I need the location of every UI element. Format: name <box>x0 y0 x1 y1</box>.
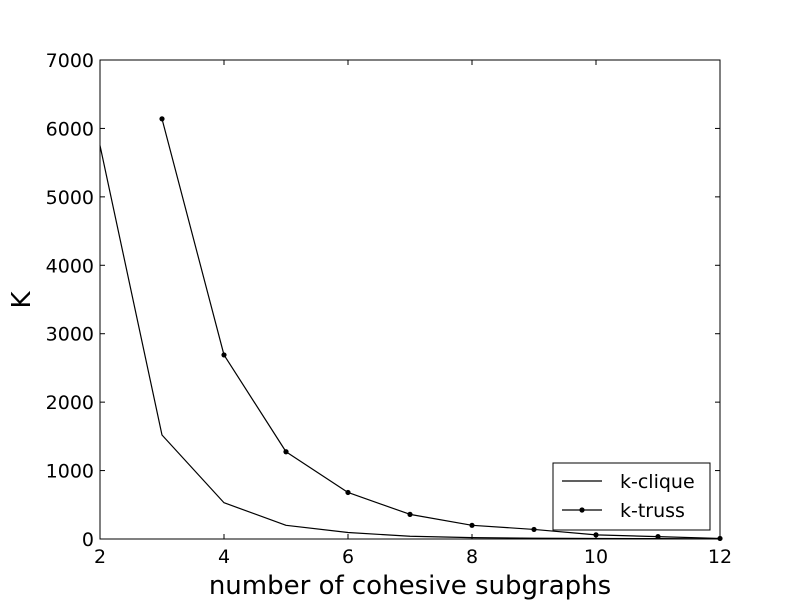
y-tick-label: 6000 <box>46 118 94 140</box>
y-tick-label: 0 <box>82 529 94 551</box>
series-line-k-truss <box>161 118 721 540</box>
data-point-k-truss <box>469 522 475 528</box>
data-point-k-truss <box>283 449 289 455</box>
y-tick-label: 1000 <box>46 461 94 483</box>
ticks-layer <box>99 59 721 540</box>
x-tick-label: 2 <box>94 546 106 568</box>
data-point-k-truss <box>407 511 413 517</box>
y-tick-label: 5000 <box>46 187 94 209</box>
data-point-k-truss <box>531 526 537 533</box>
legend-marker-k-truss <box>579 507 585 513</box>
data-point-k-truss <box>159 116 165 122</box>
x-tick-label: 12 <box>708 546 732 568</box>
x-tick-label: 10 <box>584 546 608 568</box>
legend: k-clique k-truss <box>552 462 711 531</box>
x-tick-label: 8 <box>466 546 478 568</box>
legend-label-k-truss: k-truss <box>620 500 685 522</box>
y-tick-label: 7000 <box>46 50 94 72</box>
legend-box <box>552 462 711 531</box>
y-tick-label: 2000 <box>46 392 94 414</box>
tick-labels-layer: 2 4 6 8 10 12 0 1000 2000 3000 4000 5000 6000 7000 <box>46 50 732 568</box>
x-axis-label: number of cohesive subgraphs <box>209 571 611 600</box>
data-point-k-truss <box>345 489 351 496</box>
data-point-k-truss <box>655 534 661 540</box>
legend-label-k-clique: k-clique <box>620 471 695 493</box>
plot-frame <box>99 59 721 540</box>
y-tick-label: 4000 <box>46 255 94 277</box>
data-point-k-truss <box>221 352 227 358</box>
x-tick-label: 4 <box>218 546 230 568</box>
y-tick-label: 3000 <box>46 324 94 346</box>
x-tick-label: 6 <box>342 546 354 568</box>
y-axis-label: K <box>7 291 37 309</box>
